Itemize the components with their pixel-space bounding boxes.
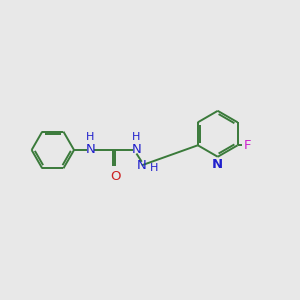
Text: F: F <box>244 139 252 152</box>
Text: H: H <box>150 163 158 173</box>
Text: H: H <box>86 132 94 142</box>
Text: O: O <box>110 170 121 183</box>
Text: N: N <box>132 143 141 157</box>
Text: N: N <box>212 158 223 171</box>
Text: N: N <box>85 143 95 157</box>
Text: N: N <box>137 159 147 172</box>
Text: H: H <box>132 132 140 142</box>
